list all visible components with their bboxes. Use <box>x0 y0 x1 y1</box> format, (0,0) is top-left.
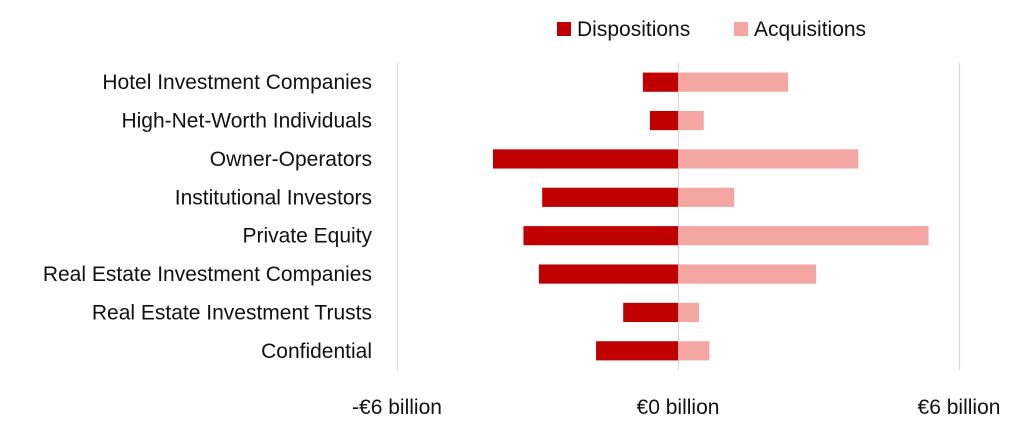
bars <box>493 72 929 361</box>
bar-dispositions-6 <box>623 302 678 323</box>
legend-label-dispositions: Dispositions <box>577 18 690 41</box>
bar-acquisitions-1 <box>678 110 704 131</box>
bar-acquisitions-6 <box>678 302 700 323</box>
category-label: Confidential <box>261 340 372 363</box>
gridlines <box>396 63 961 370</box>
category-label: Real Estate Investment Trusts <box>92 301 372 324</box>
bar-acquisitions-4 <box>678 226 929 246</box>
category-label: Hotel Investment Companies <box>102 71 372 94</box>
category-label: Institutional Investors <box>175 186 372 209</box>
bar-acquisitions-2 <box>678 149 859 169</box>
category-label: Owner-Operators <box>210 148 372 171</box>
bar-dispositions-7 <box>596 341 678 361</box>
bar-dispositions-4 <box>523 226 678 246</box>
bar-acquisitions-0 <box>678 72 789 92</box>
bar-dispositions-2 <box>493 149 678 169</box>
bar-acquisitions-7 <box>678 341 710 361</box>
category-labels: Hotel Investment Companies High-Net-Worth… <box>43 71 373 363</box>
x-tick-label: €6 billion <box>918 396 1001 419</box>
legend-swatch-dispositions <box>557 22 571 36</box>
legend-swatch-acquisitions <box>734 22 748 36</box>
bar-dispositions-0 <box>642 72 678 92</box>
x-tick-label: €0 billion <box>637 396 720 419</box>
category-label: Real Estate Investment Companies <box>43 263 372 286</box>
category-label: High-Net-Worth Individuals <box>121 110 372 133</box>
bar-dispositions-1 <box>649 110 678 131</box>
bar-acquisitions-3 <box>678 187 735 207</box>
x-tick-label: -€6 billion <box>352 396 442 419</box>
legend-label-acquisitions: Acquisitions <box>754 18 866 41</box>
bar-dispositions-5 <box>538 264 678 284</box>
bar-acquisitions-5 <box>678 264 817 284</box>
legend: Dispositions Acquisitions <box>557 18 866 41</box>
bar-dispositions-3 <box>542 187 678 207</box>
x-axis-tick-labels: -€6 billion €0 billion €6 billion <box>352 396 1000 419</box>
category-label: Private Equity <box>242 225 372 248</box>
